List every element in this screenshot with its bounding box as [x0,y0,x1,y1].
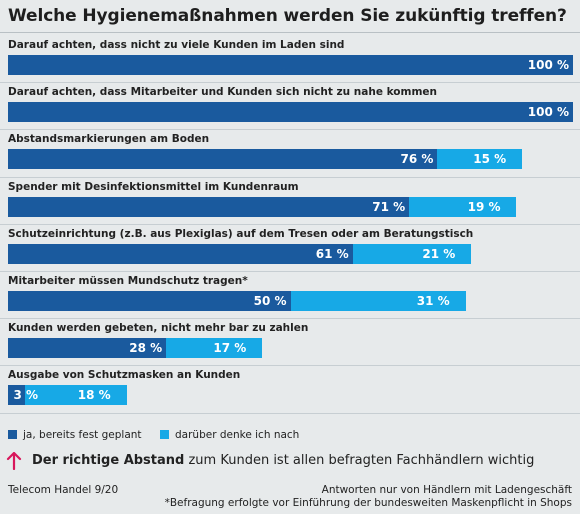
bar-segment-planned [8,385,25,406]
bar-track: 28 % 17 % [8,338,573,359]
value-label-considering: 17 % [213,341,247,356]
value-label-planned: 28 % [129,341,163,356]
row-divider [0,176,580,178]
bar-segment-considering [166,338,263,359]
bar-segment-considering [290,291,466,311]
category-label: Ausgabe von Schutzmasken an Kunden [8,369,241,382]
bar-segment-considering [24,385,127,406]
summary-note-bold: Der richtige Abstand [32,453,185,468]
bar-segment-considering [437,149,523,170]
summary-note: Der richtige Abstand zum Kunden ist alle… [32,453,534,468]
bar-track: 76 % 15 % [8,149,573,170]
footnote-survey-date: *Befragung erfolgte vor Einführung der b… [164,497,572,509]
legend-label-considering: darüber denke ich nach [175,429,300,441]
value-label-considering: 31 % [416,294,450,308]
summary-note-text: zum Kunden ist allen befragten Fachhändl… [184,453,535,468]
footnote-respondents: Antworten nur von Händlern mit Ladengesc… [321,484,572,496]
legend-item-considering: darüber denke ich nach [160,429,299,441]
row-divider [0,129,580,131]
bar-segment-planned [8,291,291,311]
value-label-planned: 50 % [253,294,287,308]
row-divider [0,412,580,414]
category-label: Mitarbeiter müssen Mundschutz tragen* [8,275,248,287]
value-label-planned: 76 % [400,152,434,167]
category-label: Spender mit Desinfektionsmittel im Kunde… [8,180,299,193]
row-divider [0,318,580,320]
row-divider [0,365,580,367]
value-label-considering: 15 % [473,152,507,167]
bar-segment-planned [8,338,167,359]
category-label: Kunden werden gebeten, nicht mehr bar zu… [8,322,309,335]
value-label-planned: 61 % [315,246,349,261]
value-label-considering: 19 % [467,199,501,214]
bar-track: 3 % 18 % [8,385,573,406]
value-label-considering: 18 % [77,388,111,403]
bar-track: 100 % [8,102,573,123]
category-label: Darauf achten, dass Mitarbeiter und Kund… [8,86,437,99]
row-divider [0,223,580,225]
bar-segment-planned [8,196,410,217]
value-label-planned: 100 % [527,105,569,120]
category-label: Abstandsmarkierungen am Boden [8,133,210,146]
bar-track: 61 % 21 % [8,243,573,264]
legend-label-planned: ja, bereits fest geplant [23,429,142,441]
bar-segment-considering [409,196,517,217]
bar-track: 100 % [8,55,573,75]
value-label-considering: 21 % [422,246,456,261]
bar-segment-considering [352,243,472,264]
bar-track: 71 % 19 % [8,196,573,217]
legend-swatch-considering [160,430,169,439]
category-label: Schutzeinrichtung (z.B. aus Plexiglas) a… [8,227,474,240]
value-label-planned: 100 % [527,58,569,72]
value-label-planned: 71 % [372,199,406,214]
row-divider [0,82,580,84]
bar-segment-planned [8,149,438,170]
title-divider [0,32,580,33]
source-label: Telecom Handel 9/20 [8,484,119,496]
row-divider [0,270,580,272]
legend-item-planned: ja, bereits fest geplant [8,429,142,441]
bar-track: 50 % 31 % [8,291,573,311]
category-label: Darauf achten, dass nicht zu viele Kunde… [8,39,345,51]
value-label-planned: 3 % [13,388,38,403]
arrow-up-icon [6,452,22,470]
bar-segment-planned [8,55,573,75]
chart-title: Welche Hygienemaßnahmen werden Sie zukün… [8,6,567,26]
bar-segment-planned [8,102,573,123]
legend-swatch-planned [8,430,17,439]
bar-segment-planned [8,243,353,264]
